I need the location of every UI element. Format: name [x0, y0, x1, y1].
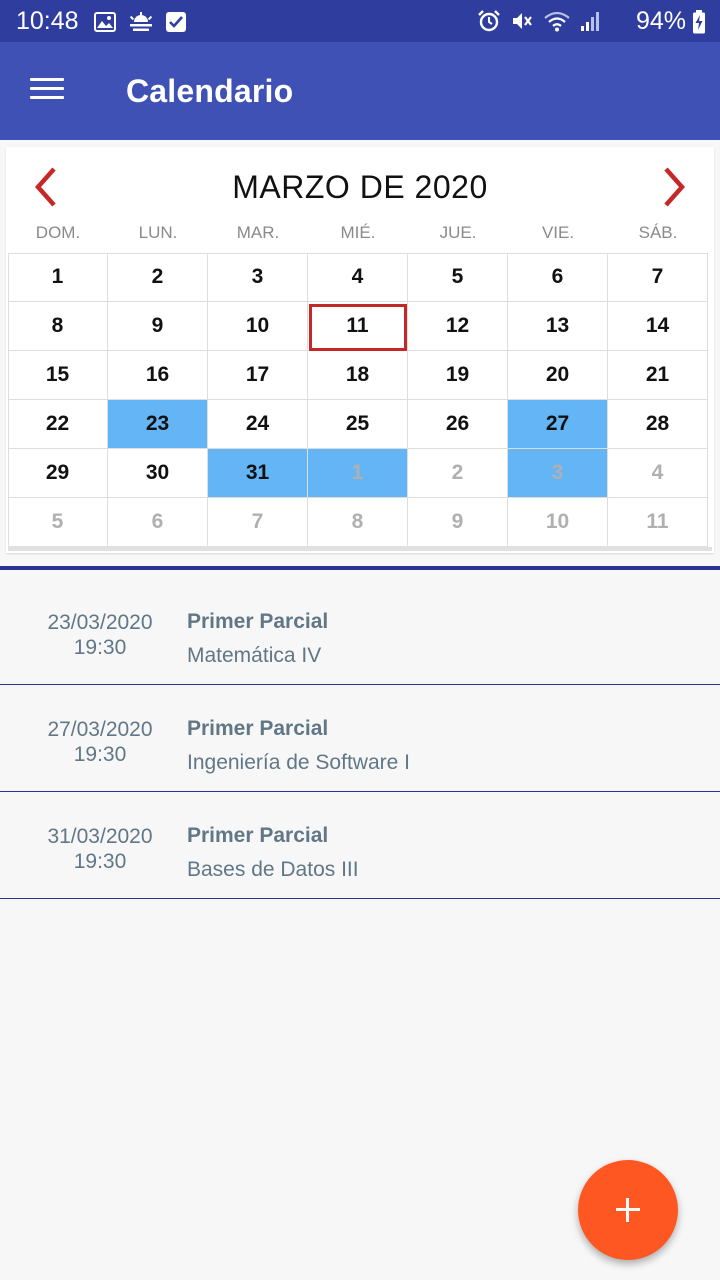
- day-cell[interactable]: 6: [108, 498, 208, 547]
- day-cell[interactable]: 1: [8, 253, 108, 302]
- day-cell[interactable]: 10: [508, 498, 608, 547]
- day-cell[interactable]: 2: [408, 449, 508, 498]
- day-cell-event[interactable]: 31: [208, 449, 308, 498]
- weekday-label: LUN.: [138, 223, 178, 242]
- day-cell[interactable]: 12: [408, 302, 508, 351]
- event-subject: Bases de Datos III: [187, 858, 359, 881]
- day-cell[interactable]: 22: [8, 400, 108, 449]
- day-cell-event[interactable]: 3: [508, 449, 608, 498]
- day-cell[interactable]: 19: [408, 351, 508, 400]
- page-title: Calendario: [126, 73, 294, 109]
- event-title: Primer Parcial: [187, 824, 329, 847]
- battery-charging-icon: [693, 10, 705, 34]
- day-cell[interactable]: 15: [8, 351, 108, 400]
- event-list-item[interactable]: 31/03/2020 19:30 Primer Parcial Bases de Da…: [0, 792, 720, 899]
- prev-month-button[interactable]: [32, 167, 62, 207]
- day-cell[interactable]: 5: [8, 498, 108, 547]
- day-cell[interactable]: 11: [608, 498, 708, 547]
- event-subject: Matemática IV: [187, 644, 322, 667]
- weather-icon: [129, 12, 153, 31]
- weekday-label: JUE.: [439, 223, 477, 242]
- weekday-label: DOM.: [35, 223, 81, 242]
- weekday-label: MAR.: [236, 223, 280, 242]
- event-time: 19:30: [73, 636, 127, 659]
- day-cell[interactable]: 17: [208, 351, 308, 400]
- image-icon: [94, 12, 116, 32]
- day-cell[interactable]: 25: [308, 400, 408, 449]
- day-cell[interactable]: 8: [308, 498, 408, 547]
- calendar-card: MARZO DE 2020 DOM. LUN. MAR. MIÉ. JUE. VIE. SÁ…: [6, 147, 714, 553]
- system-icons: [477, 10, 600, 32]
- event-datetime: 23/03/2020 19:30: [28, 610, 172, 660]
- day-cell[interactable]: 28: [608, 400, 708, 449]
- day-cell[interactable]: 5: [408, 253, 508, 302]
- event-list-item[interactable]: 27/03/2020 19:30 Primer Parcial Ingeniería …: [0, 685, 720, 792]
- signal-icon: [581, 12, 599, 31]
- day-cell[interactable]: 4: [608, 449, 708, 498]
- event-time: 19:30: [73, 743, 127, 766]
- day-cell-event[interactable]: 1: [308, 449, 408, 498]
- day-cell[interactable]: 7: [208, 498, 308, 547]
- mute-icon: [513, 13, 532, 29]
- event-title: Primer Parcial: [187, 610, 329, 633]
- checkbox-icon: [166, 12, 186, 32]
- weekday-label: SÁB.: [638, 223, 678, 242]
- event-date: 23/03/2020: [47, 611, 153, 634]
- day-cell[interactable]: 29: [8, 449, 108, 498]
- weekday-label: MIÉ.: [340, 223, 376, 242]
- day-cell[interactable]: 18: [308, 351, 408, 400]
- day-cell[interactable]: 6: [508, 253, 608, 302]
- day-cell[interactable]: 13: [508, 302, 608, 351]
- day-cell[interactable]: 30: [108, 449, 208, 498]
- event-list-item[interactable]: 23/03/2020 19:30 Primer Parcial Matemática …: [0, 578, 720, 685]
- event-time: 19:30: [73, 850, 127, 873]
- notification-icons: [94, 11, 186, 33]
- calendar-bottom-edge: [8, 547, 712, 551]
- status-bar: 10:48 94%: [0, 0, 720, 42]
- day-cell[interactable]: 20: [508, 351, 608, 400]
- day-cell[interactable]: 9: [108, 302, 208, 351]
- divider: [0, 566, 720, 570]
- next-month-button[interactable]: [658, 167, 688, 207]
- weekday-label: VIE.: [541, 223, 575, 242]
- hamburger-menu-icon[interactable]: [30, 78, 66, 102]
- day-cell[interactable]: 7: [608, 253, 708, 302]
- status-time: 10:48: [16, 7, 79, 35]
- day-cell[interactable]: 4: [308, 253, 408, 302]
- day-cell[interactable]: 3: [208, 253, 308, 302]
- day-cell-today[interactable]: 11: [308, 302, 408, 351]
- month-title: MARZO DE 2020: [232, 169, 488, 205]
- day-cell-event[interactable]: 23: [108, 400, 208, 449]
- app-bar: Calendario: [0, 42, 720, 140]
- event-date: 27/03/2020: [47, 718, 153, 741]
- event-datetime: 31/03/2020 19:30: [28, 824, 172, 874]
- event-date: 31/03/2020: [47, 825, 153, 848]
- alarm-icon: [478, 10, 500, 32]
- day-cell[interactable]: 26: [408, 400, 508, 449]
- chevron-right-icon: [664, 167, 686, 207]
- battery-percent: 94%: [635, 7, 686, 35]
- add-event-button[interactable]: [578, 1160, 678, 1260]
- event-title: Primer Parcial: [187, 717, 329, 740]
- day-cell-event[interactable]: 27: [508, 400, 608, 449]
- chevron-left-icon: [34, 167, 56, 207]
- day-cell[interactable]: 24: [208, 400, 308, 449]
- day-cell[interactable]: 16: [108, 351, 208, 400]
- day-cell[interactable]: 14: [608, 302, 708, 351]
- day-cell[interactable]: 9: [408, 498, 508, 547]
- wifi-icon: [544, 11, 570, 32]
- event-subject: Ingeniería de Software I: [187, 751, 410, 774]
- calendar-grid: 1 2 3 4 5 6 7 8 9 10 11 12 13 14 15 16 17 18 19 20 21 22 23 24 2…: [8, 253, 708, 547]
- event-datetime: 27/03/2020 19:30: [28, 717, 172, 767]
- day-cell[interactable]: 10: [208, 302, 308, 351]
- day-cell[interactable]: 8: [8, 302, 108, 351]
- day-cell[interactable]: 21: [608, 351, 708, 400]
- day-cell[interactable]: 2: [108, 253, 208, 302]
